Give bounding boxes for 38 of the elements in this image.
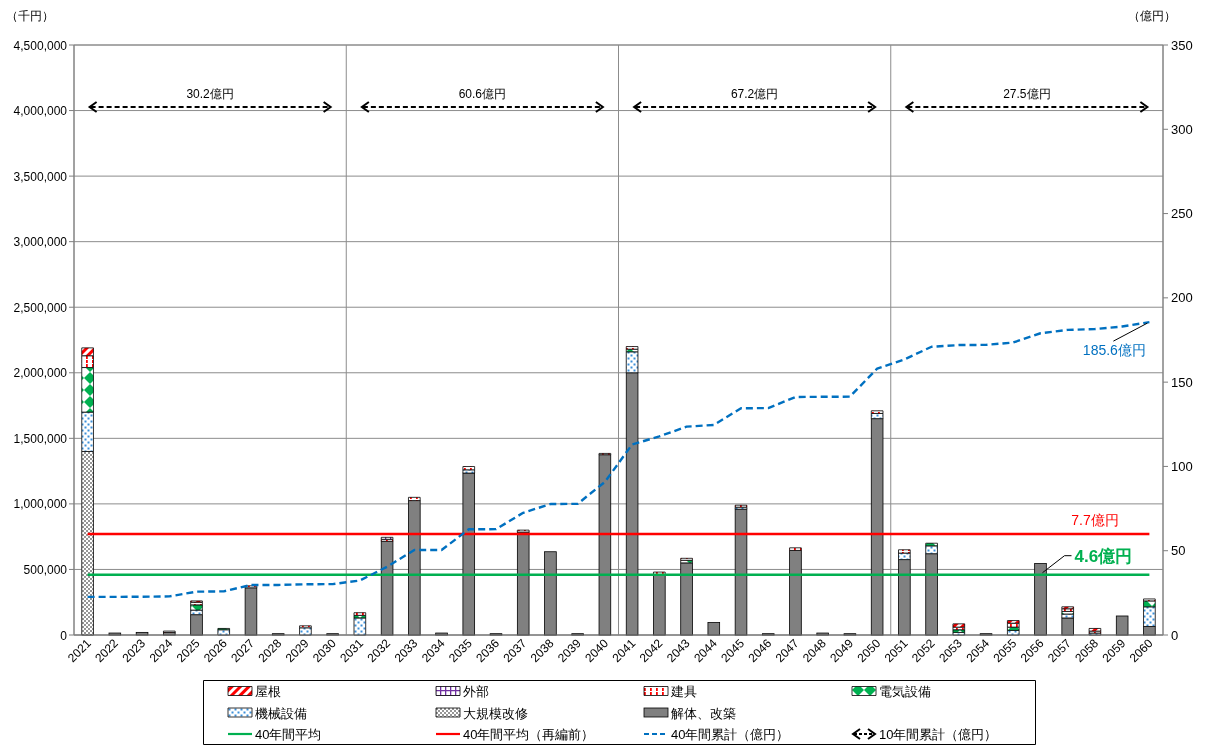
y-tick-label: 1,000,000 bbox=[13, 497, 68, 512]
y2-tick-label: 250 bbox=[1171, 206, 1193, 222]
legend-label: 屋根 bbox=[255, 684, 281, 699]
legend-label: 外部 bbox=[463, 684, 489, 699]
y2-tick-label: 0 bbox=[1171, 627, 1179, 643]
y2-tick-label: 300 bbox=[1171, 121, 1193, 137]
legend-label: 40年間平均（再編前） bbox=[463, 727, 595, 742]
legend-label: 解体、改築 bbox=[671, 705, 736, 721]
y2-axis-title: （億円） bbox=[1128, 9, 1176, 23]
legend-label: 40年間平均 bbox=[255, 727, 322, 742]
annotation: 4.6億円 bbox=[1074, 546, 1133, 566]
y-tick-label: 1,500,000 bbox=[13, 431, 68, 446]
legend-label: 大規模改修 bbox=[463, 705, 528, 721]
y-tick-label: 500,000 bbox=[23, 562, 68, 577]
y-tick-label: 4,500,000 bbox=[13, 38, 68, 53]
annotation: 30.2億円 bbox=[186, 86, 234, 101]
y2-tick-label: 150 bbox=[1171, 374, 1193, 390]
legend-label: 40年間累計（億円） bbox=[671, 727, 790, 742]
legend-label: 建具 bbox=[670, 684, 697, 699]
y-tick-label: 3,000,000 bbox=[13, 235, 68, 250]
annotation: 27.5億円 bbox=[1003, 86, 1051, 101]
y-tick-label: 2,500,000 bbox=[13, 300, 68, 315]
y-tick-label: 4,000,000 bbox=[13, 104, 68, 119]
annotation: 7.7億円 bbox=[1071, 512, 1119, 529]
legend-label: 電気設備 bbox=[879, 684, 931, 699]
y2-tick-label: 100 bbox=[1171, 458, 1193, 474]
y-tick-label: 0 bbox=[60, 628, 68, 643]
legend-label: 機械設備 bbox=[255, 705, 307, 721]
annotation: 60.6億円 bbox=[458, 86, 507, 101]
y2-tick-label: 200 bbox=[1171, 290, 1193, 306]
y-tick-label: 3,500,000 bbox=[13, 169, 68, 184]
data-label: 185.6億円 bbox=[1082, 342, 1146, 359]
annotation: 67.2億円 bbox=[730, 86, 779, 101]
text: 10年間累計（億円） bbox=[879, 727, 998, 742]
y-axis-title: （千円） bbox=[6, 9, 54, 23]
y2-tick-label: 50 bbox=[1171, 543, 1186, 559]
y-tick-label: 2,000,000 bbox=[13, 366, 68, 381]
y2-tick-label: 350 bbox=[1171, 37, 1193, 53]
